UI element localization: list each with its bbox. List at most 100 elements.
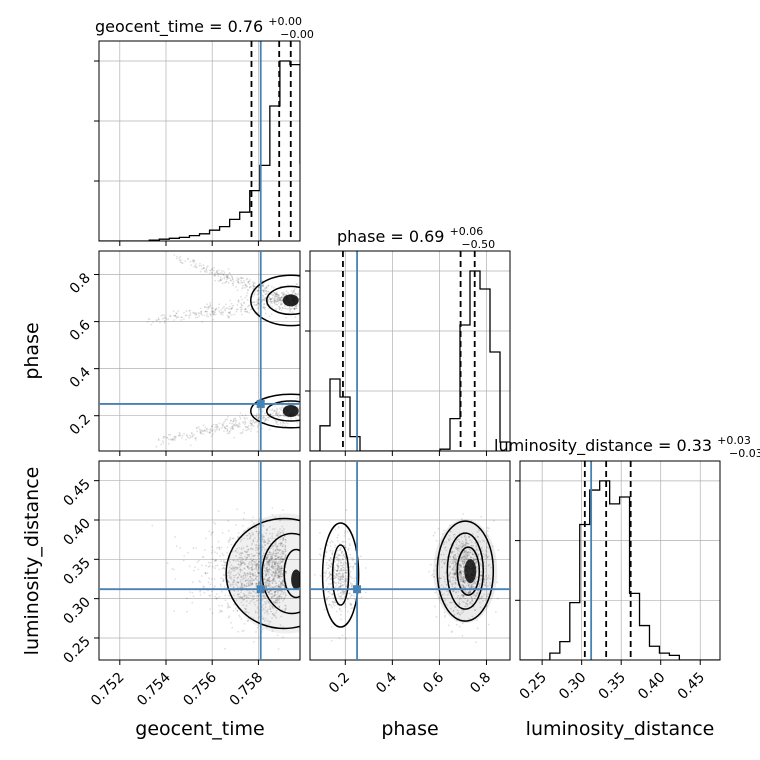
sample-point [222, 554, 225, 557]
sample-point [261, 544, 264, 547]
sample-point [296, 293, 299, 296]
sample-point [242, 592, 245, 595]
sample-point [226, 274, 229, 277]
sample-point [252, 568, 255, 571]
sample-point [342, 566, 345, 569]
sample-point [271, 596, 273, 599]
sample-point [279, 302, 282, 304]
sample-point [360, 555, 362, 558]
sample-point [248, 584, 250, 587]
sample-point [463, 567, 465, 569]
sample-point [255, 568, 258, 571]
sample-point [224, 309, 226, 312]
sample-point [275, 307, 277, 310]
sample-point [226, 428, 229, 430]
xtick-label-phase-0: 0.2 [326, 670, 353, 697]
sample-point [228, 432, 230, 435]
sample-point [284, 604, 286, 607]
sample-point [213, 274, 216, 276]
sample-point [232, 559, 235, 562]
sample-point [455, 592, 457, 594]
sample-point [257, 534, 260, 536]
sample-point [229, 606, 232, 609]
sample-point [244, 573, 246, 576]
sample-point [477, 536, 479, 538]
sample-point [249, 581, 252, 583]
sample-point [349, 581, 352, 584]
sample-point [211, 311, 214, 313]
sample-point [221, 311, 224, 314]
sample-point [228, 606, 230, 608]
sample-point [281, 560, 284, 563]
sample-point [459, 579, 462, 581]
sample-point [262, 628, 264, 631]
sample-point [207, 561, 210, 564]
sample-point [232, 574, 235, 577]
sample-point [268, 428, 271, 431]
sample-point [254, 291, 256, 293]
sample-point [243, 595, 246, 598]
sample-point [238, 593, 241, 596]
sample-point [258, 287, 260, 289]
sample-point [173, 435, 176, 438]
sample-point [266, 600, 268, 602]
sample-point [257, 616, 260, 619]
sample-point [236, 584, 238, 587]
sample-point [243, 586, 245, 589]
sample-point [242, 575, 245, 577]
sample-point [222, 573, 225, 576]
sample-point [207, 315, 210, 318]
sample-point [275, 534, 278, 537]
sample-point [233, 579, 235, 582]
sample-point [266, 564, 268, 567]
sample-point [246, 557, 249, 559]
sample-point [277, 300, 280, 303]
sample-point [273, 528, 276, 530]
sample-point [462, 580, 465, 583]
sample-point [281, 555, 284, 558]
sample-point [454, 572, 457, 574]
sample-point [190, 264, 193, 267]
sample-point [233, 436, 236, 439]
sample-point [282, 414, 285, 417]
sample-point [353, 577, 356, 580]
sample-point [274, 413, 277, 415]
sample-point [241, 630, 244, 632]
sample-point [296, 418, 298, 421]
sample-point [278, 407, 281, 410]
sample-point [226, 602, 229, 605]
sample-point [243, 622, 246, 625]
sample-point [266, 542, 269, 545]
sample-point [274, 554, 277, 557]
sample-point [460, 573, 463, 576]
sample-point [238, 573, 241, 576]
sample-point [252, 540, 255, 543]
sample-point [258, 557, 261, 560]
sample-point [326, 598, 328, 601]
sample-point [237, 581, 240, 584]
sample-point [246, 579, 249, 582]
sample-point [439, 577, 442, 580]
sample-point [164, 316, 167, 319]
sample-point [274, 593, 276, 595]
sample-point [263, 564, 266, 567]
sample-point [272, 566, 274, 568]
sample-point [208, 272, 211, 275]
sample-point [221, 307, 224, 310]
sample-point [273, 594, 276, 597]
sample-point [233, 589, 236, 592]
sample-point [271, 578, 274, 581]
sample-point [234, 419, 237, 422]
sample-point [338, 578, 341, 581]
sample-point [467, 551, 470, 553]
sample-point [268, 562, 270, 564]
sample-point [348, 543, 351, 545]
sample-point [266, 292, 268, 295]
sample-point [240, 554, 243, 557]
sample-point [208, 428, 211, 431]
sample-point [328, 572, 331, 574]
sample-point [181, 262, 184, 264]
title-geocent-time: geocent_time = 0.76 +0.00 −0.00 [95, 10, 314, 41]
sample-point [236, 551, 239, 554]
sample-point [267, 563, 270, 566]
